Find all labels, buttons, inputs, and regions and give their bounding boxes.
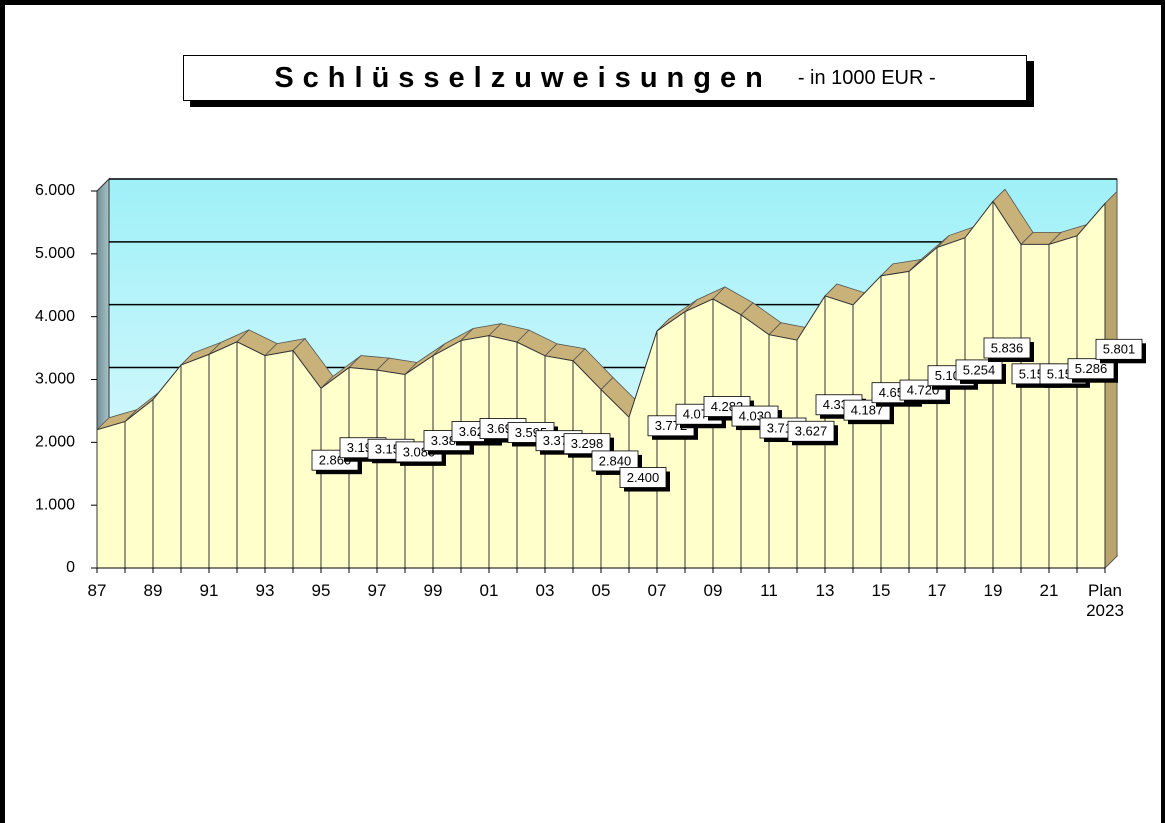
data-label: 3.298	[571, 436, 604, 451]
y-tick-label: 1.000	[35, 496, 75, 513]
x-tick-label: Plan 2023	[1086, 581, 1124, 620]
x-tick-label: 87	[87, 581, 107, 600]
data-label-box	[983, 337, 1031, 359]
data-label-box	[563, 433, 611, 455]
data-label-box	[787, 420, 835, 442]
data-label: 3.627	[795, 424, 828, 439]
x-tick-label: 13	[815, 581, 835, 600]
x-tick-label: 91	[199, 581, 219, 600]
y-tick-label: 0	[66, 559, 75, 576]
data-label: 2.400	[627, 470, 660, 485]
x-tick-label: 01	[479, 581, 499, 600]
x-tick-label: 89	[143, 581, 163, 600]
x-tick-label: 15	[871, 581, 891, 600]
data-label: 4.187	[851, 403, 884, 418]
y-tick-label: 5.000	[35, 245, 75, 262]
y-tick-label: 2.000	[35, 434, 75, 451]
x-tick-label: 93	[255, 581, 275, 600]
x-tick-label: 11	[760, 581, 778, 600]
data-label: 5.836	[991, 340, 1024, 355]
data-label-box	[955, 359, 1003, 381]
chart-title: Schlüsselzuweisungen	[274, 61, 772, 94]
x-tick-label: 03	[535, 581, 555, 600]
x-tick-label: 21	[1039, 581, 1059, 600]
x-tick-label: 09	[703, 581, 723, 600]
data-label: 2.840	[599, 453, 632, 468]
data-label: 4.720	[907, 382, 940, 397]
data-label: 5.254	[963, 362, 996, 377]
x-tick-label: 17	[927, 581, 947, 600]
x-tick-label: 97	[367, 581, 387, 600]
data-label-box	[619, 467, 667, 488]
y-tick-label: 6.000	[35, 182, 75, 199]
x-tick-label: 99	[423, 581, 443, 600]
data-label: 5.801	[1103, 342, 1136, 357]
x-tick-label: 19	[983, 581, 1003, 600]
x-tick-label: 07	[647, 581, 667, 600]
chart-subtitle: - in 1000 EUR -	[797, 66, 936, 89]
data-label-box	[1095, 338, 1143, 360]
data-label-box	[1067, 358, 1115, 380]
y-tick-label: 4.000	[35, 308, 75, 325]
data-label: 5.286	[1075, 361, 1108, 376]
x-tick-label: 95	[311, 581, 331, 600]
title-box: Schlüsselzuweisungen - in 1000 EUR -	[183, 55, 1027, 101]
x-tick-label: 05	[591, 581, 611, 600]
data-label-box	[591, 450, 639, 472]
y-tick-label: 3.000	[35, 371, 75, 388]
